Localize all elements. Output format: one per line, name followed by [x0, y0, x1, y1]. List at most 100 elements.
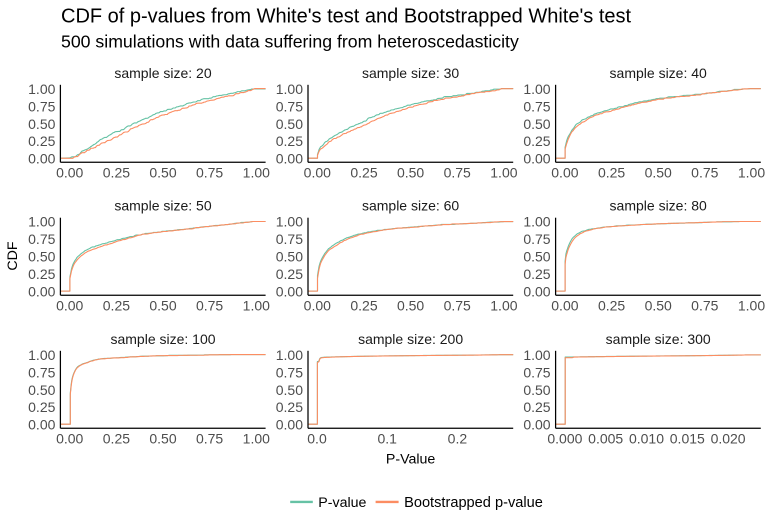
svg-text:0.50: 0.50: [28, 382, 55, 398]
svg-text:0.75: 0.75: [28, 364, 55, 380]
svg-text:0.25: 0.25: [276, 266, 303, 282]
svg-text:sample size: 200: sample size: 200: [358, 331, 463, 347]
svg-text:0.010: 0.010: [629, 431, 664, 447]
svg-text:0.75: 0.75: [523, 98, 550, 114]
svg-text:0.50: 0.50: [28, 249, 55, 265]
svg-text:1.00: 1.00: [28, 214, 55, 230]
svg-text:1.00: 1.00: [243, 165, 270, 181]
svg-text:0.25: 0.25: [103, 431, 130, 447]
svg-text:0.25: 0.25: [276, 133, 303, 149]
svg-text:0.020: 0.020: [711, 431, 746, 447]
svg-text:0.75: 0.75: [691, 298, 718, 314]
svg-text:0.00: 0.00: [276, 284, 303, 300]
svg-text:0.25: 0.25: [598, 165, 625, 181]
svg-text:0.75: 0.75: [523, 364, 550, 380]
svg-text:0.005: 0.005: [588, 431, 623, 447]
svg-text:1.00: 1.00: [276, 347, 303, 363]
svg-text:0.00: 0.00: [28, 151, 55, 167]
svg-text:0.25: 0.25: [350, 165, 377, 181]
svg-text:0.25: 0.25: [103, 165, 130, 181]
svg-text:sample size: 40: sample size: 40: [610, 65, 707, 81]
svg-text:0.50: 0.50: [523, 249, 550, 265]
svg-text:0.75: 0.75: [196, 431, 223, 447]
svg-text:0.00: 0.00: [276, 417, 303, 433]
svg-text:0.1: 0.1: [377, 431, 397, 447]
svg-text:0.75: 0.75: [691, 165, 718, 181]
svg-text:0.000: 0.000: [547, 431, 582, 447]
svg-text:1.00: 1.00: [738, 298, 765, 314]
svg-text:0.00: 0.00: [276, 151, 303, 167]
svg-text:0.25: 0.25: [28, 133, 55, 149]
svg-text:1.00: 1.00: [490, 298, 517, 314]
svg-text:0.0: 0.0: [307, 431, 327, 447]
svg-text:sample size: 80: sample size: 80: [610, 198, 707, 214]
svg-text:0.25: 0.25: [523, 399, 550, 415]
svg-text:0.00: 0.00: [523, 151, 550, 167]
svg-text:0.75: 0.75: [196, 165, 223, 181]
svg-text:0.75: 0.75: [523, 231, 550, 247]
svg-text:CDF of p-values from White's t: CDF of p-values from White's test and Bo…: [61, 6, 632, 28]
svg-text:0.2: 0.2: [448, 431, 468, 447]
svg-text:0.00: 0.00: [523, 417, 550, 433]
svg-text:sample size: 300: sample size: 300: [606, 331, 711, 347]
svg-text:1.00: 1.00: [523, 347, 550, 363]
svg-text:0.25: 0.25: [28, 266, 55, 282]
svg-text:0.25: 0.25: [103, 298, 130, 314]
svg-text:0.00: 0.00: [523, 284, 550, 300]
svg-text:1.00: 1.00: [490, 165, 517, 181]
svg-text:0.00: 0.00: [28, 284, 55, 300]
svg-text:0.50: 0.50: [645, 165, 672, 181]
svg-text:0.00: 0.00: [304, 165, 331, 181]
svg-text:0.00: 0.00: [551, 165, 578, 181]
svg-text:1.00: 1.00: [28, 347, 55, 363]
svg-text:1.00: 1.00: [243, 431, 270, 447]
svg-text:0.50: 0.50: [397, 298, 424, 314]
svg-text:0.50: 0.50: [645, 298, 672, 314]
svg-text:0.25: 0.25: [350, 298, 377, 314]
svg-text:1.00: 1.00: [28, 81, 55, 97]
svg-text:0.50: 0.50: [276, 249, 303, 265]
svg-text:1.00: 1.00: [276, 214, 303, 230]
svg-text:1.00: 1.00: [738, 165, 765, 181]
svg-text:0.50: 0.50: [523, 116, 550, 132]
svg-text:0.75: 0.75: [276, 231, 303, 247]
svg-text:0.75: 0.75: [444, 165, 471, 181]
svg-text:0.00: 0.00: [28, 417, 55, 433]
svg-text:0.75: 0.75: [276, 364, 303, 380]
svg-text:0.50: 0.50: [149, 431, 176, 447]
svg-text:1.00: 1.00: [276, 81, 303, 97]
svg-text:0.50: 0.50: [397, 165, 424, 181]
svg-text:CDF: CDF: [5, 241, 21, 270]
svg-text:0.75: 0.75: [28, 231, 55, 247]
svg-text:0.25: 0.25: [523, 266, 550, 282]
svg-text:0.50: 0.50: [276, 382, 303, 398]
svg-text:0.25: 0.25: [598, 298, 625, 314]
svg-text:0.00: 0.00: [304, 298, 331, 314]
svg-text:0.75: 0.75: [444, 298, 471, 314]
svg-text:sample size: 60: sample size: 60: [362, 198, 459, 214]
svg-text:0.25: 0.25: [523, 133, 550, 149]
svg-text:0.50: 0.50: [149, 165, 176, 181]
svg-text:0.75: 0.75: [276, 98, 303, 114]
svg-text:0.25: 0.25: [28, 399, 55, 415]
svg-text:0.75: 0.75: [28, 98, 55, 114]
svg-text:sample size: 30: sample size: 30: [362, 65, 459, 81]
svg-text:1.00: 1.00: [523, 81, 550, 97]
svg-text:0.50: 0.50: [523, 382, 550, 398]
svg-text:P-Value: P-Value: [386, 451, 436, 467]
svg-text:0.25: 0.25: [276, 399, 303, 415]
svg-text:0.50: 0.50: [28, 116, 55, 132]
svg-text:500 simulations with data suff: 500 simulations with data suffering from…: [61, 32, 519, 52]
svg-text:1.00: 1.00: [523, 214, 550, 230]
svg-text:0.50: 0.50: [149, 298, 176, 314]
svg-text:0.00: 0.00: [56, 298, 83, 314]
svg-text:sample size: 100: sample size: 100: [110, 331, 215, 347]
svg-text:0.00: 0.00: [56, 431, 83, 447]
svg-text:sample size: 20: sample size: 20: [114, 65, 211, 81]
svg-text:0.00: 0.00: [551, 298, 578, 314]
svg-text:0.00: 0.00: [56, 165, 83, 181]
svg-text:0.50: 0.50: [276, 116, 303, 132]
svg-text:Bootstrapped p-value: Bootstrapped p-value: [404, 495, 543, 511]
svg-text:0.015: 0.015: [670, 431, 705, 447]
svg-text:0.75: 0.75: [196, 298, 223, 314]
